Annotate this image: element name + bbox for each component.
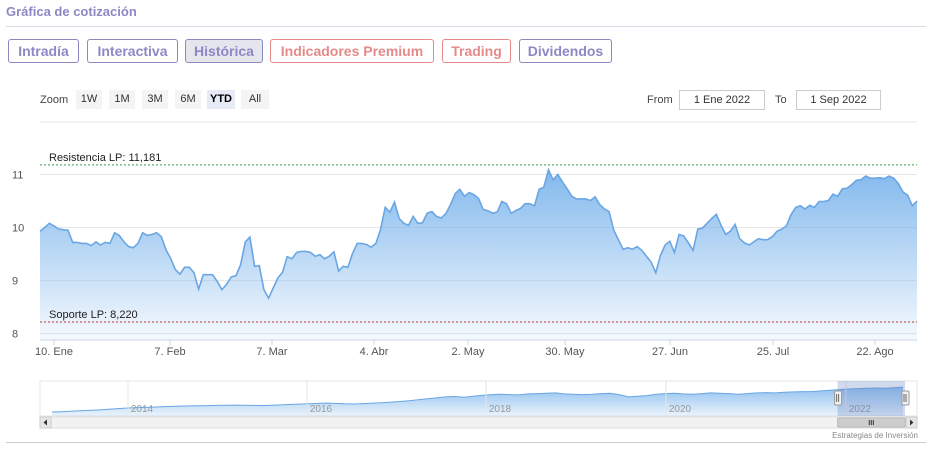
y-tick-label: 11: [12, 169, 23, 181]
y-tick-label: 8: [12, 329, 18, 341]
y-tick-label: 9: [12, 276, 18, 288]
x-tick-label: 7. Mar: [256, 346, 288, 358]
arrow-left-icon: [43, 419, 47, 426]
x-tick-label: 10. Ene: [35, 346, 73, 358]
arrow-right-icon: [910, 419, 914, 426]
tab-dividendos[interactable]: Dividendos: [519, 39, 612, 63]
footer-divider: [6, 442, 926, 443]
zoom-ytd-button[interactable]: YTD: [207, 90, 235, 109]
x-axis: 10. Ene 7. Feb 7. Mar 4. Abr 2. May 30. May 27…: [35, 339, 917, 358]
page-title: Gráfica de cotización: [6, 4, 137, 19]
tab-indicadores-premium[interactable]: Indicadores Premium: [270, 39, 434, 63]
zoom-3m-button[interactable]: 3M: [142, 90, 168, 109]
x-tick-label: 25. Jul: [757, 346, 789, 358]
y-axis: 8 9 10 11: [12, 169, 24, 340]
x-tick-label: 22. Ago: [856, 346, 893, 358]
credit-text: Estrategias de Inversión: [832, 431, 918, 440]
reference-lines: Resistencia LP: 11,181 Soporte LP: 8,220: [40, 152, 917, 323]
zoom-label: Zoom: [40, 94, 69, 106]
navigator-year-label: 2018: [489, 404, 512, 415]
zoom-1m-button[interactable]: 1M: [109, 90, 135, 109]
navigator-year-label: 2016: [310, 404, 333, 415]
tab-trading[interactable]: Trading: [442, 39, 511, 63]
zoom-1w-button[interactable]: 1W: [76, 90, 102, 109]
to-label: To: [775, 94, 787, 106]
y-tick-label: 10: [12, 223, 24, 235]
title-divider: [6, 26, 926, 27]
to-date-input[interactable]: 1 Sep 2022: [796, 90, 881, 110]
navigator-selection[interactable]: [837, 381, 905, 416]
navigator: 2014 2016 2018 2020 2022: [39, 380, 918, 429]
zoom-all-button[interactable]: All: [241, 90, 269, 109]
scrollbar-track[interactable]: [39, 416, 918, 429]
x-tick-label: 2. May: [451, 346, 485, 358]
navigator-line: [51, 386, 904, 413]
x-tick-label: 4. Abr: [360, 346, 389, 358]
navigator-year-label: 2020: [669, 404, 692, 415]
zoom-6m-button[interactable]: 6M: [175, 90, 201, 109]
navigator-year-label: 2014: [131, 404, 154, 415]
x-tick-label: 7. Feb: [154, 346, 185, 358]
from-date-input[interactable]: 1 Ene 2022: [679, 90, 765, 110]
resistance-label: Resistencia LP: 11,181: [49, 152, 161, 164]
support-label: Soporte LP: 8,220: [49, 309, 138, 321]
price-area: [40, 169, 917, 340]
x-tick-label: 27. Jun: [652, 346, 688, 358]
tab-historica[interactable]: Histórica: [185, 39, 263, 63]
price-line: [39, 167, 918, 300]
tab-intradia[interactable]: Intradía: [8, 39, 79, 63]
navigator-year-label: 2022: [849, 404, 872, 415]
from-label: From: [647, 94, 673, 106]
tab-interactiva[interactable]: Interactiva: [87, 39, 178, 63]
x-tick-label: 30. May: [545, 346, 585, 358]
